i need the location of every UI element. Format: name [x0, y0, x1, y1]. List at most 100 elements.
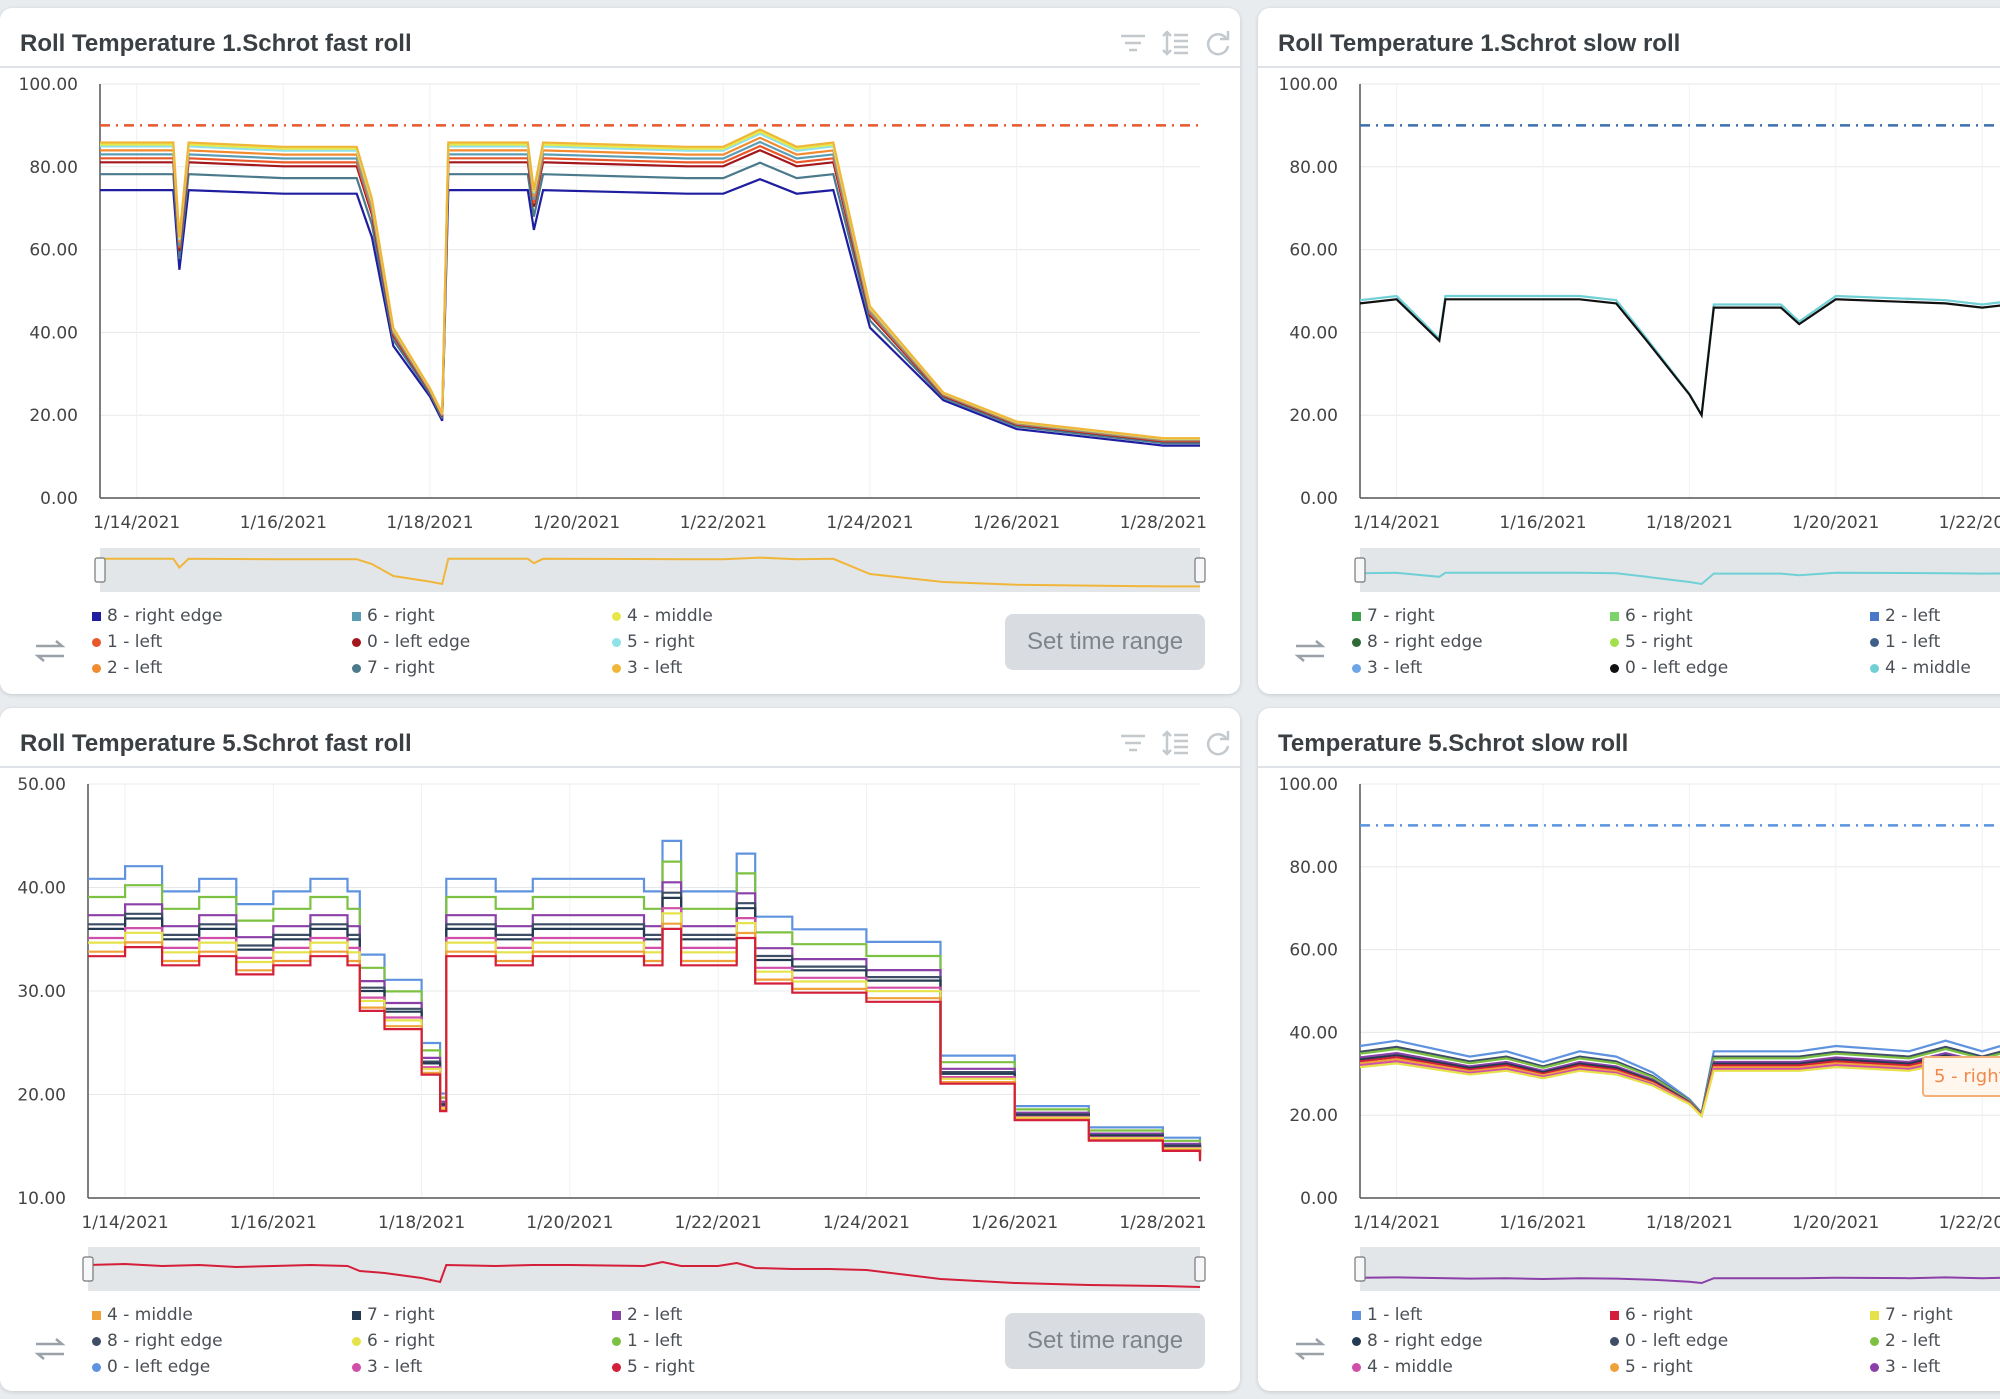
legend-item[interactable]: 2 - left	[92, 658, 162, 678]
legend-item[interactable]: 5 - right	[1610, 1357, 1693, 1377]
legend-item[interactable]: 6 - right	[1610, 606, 1693, 626]
legend-swatch	[1870, 663, 1879, 673]
legend-item[interactable]: 7 - right	[352, 1305, 435, 1325]
legend-item[interactable]: 8 - right edge	[92, 1331, 223, 1351]
sort-icon[interactable]	[1160, 728, 1190, 758]
series-line[interactable]	[88, 839, 1202, 1149]
legend-item[interactable]: 3 - left	[1352, 658, 1422, 678]
refresh-icon[interactable]	[1202, 28, 1232, 58]
panel-title: Roll Temperature 1.Schrot slow roll	[1278, 30, 1681, 57]
legend-item[interactable]: 7 - right	[1352, 606, 1435, 626]
navigator[interactable]	[1360, 1247, 2000, 1291]
line-chart[interactable]: 0.00 20.00 40.00 60.00 80.00 100.00 1/14/2021 1…	[1258, 708, 2000, 1391]
legend-item[interactable]: 7 - right	[352, 658, 435, 678]
legend-swatch	[92, 1362, 101, 1372]
series-line[interactable]	[100, 144, 1200, 442]
legend-item[interactable]: 8 - right edge	[92, 606, 223, 626]
sort-icon[interactable]	[1160, 28, 1190, 58]
legend-item[interactable]: 3 - left	[1870, 1357, 1940, 1377]
y-tick-label: 60.00	[29, 241, 78, 261]
navigator[interactable]	[1360, 548, 2000, 592]
legend-item[interactable]: 0 - left edge	[1610, 1331, 1728, 1351]
series-line[interactable]	[1359, 1039, 2000, 1116]
series-line[interactable]	[100, 161, 1200, 445]
navigator-left-handle[interactable]	[1354, 1256, 1366, 1282]
series-line[interactable]	[1359, 294, 2000, 419]
legend-swatch	[612, 1310, 621, 1320]
set-time-range-button[interactable]: Set time range	[1005, 614, 1205, 670]
filter-icon[interactable]	[1118, 28, 1148, 58]
y-tick-label: 0.00	[1300, 489, 1338, 509]
line-chart[interactable]: 10.00 20.00 30.00 40.00 50.00 1/14/2021 1/16/2…	[0, 708, 1240, 1391]
series-line[interactable]	[100, 128, 1200, 440]
legend-item[interactable]: 5 - right	[612, 1357, 695, 1377]
legend-swatch	[352, 663, 361, 673]
legend-swatch	[612, 637, 621, 647]
legend-item[interactable]: 7 - right	[1870, 1305, 1953, 1325]
legend-item[interactable]: 6 - right	[352, 1331, 435, 1351]
legend-item[interactable]: 1 - left	[612, 1331, 682, 1351]
legend-swatch	[1352, 611, 1361, 621]
series-line[interactable]	[100, 132, 1200, 440]
x-tick-label: 1/18/2021	[378, 1213, 465, 1233]
legend-item[interactable]: 5 - right	[1610, 632, 1693, 652]
title-divider	[0, 66, 1240, 68]
set-time-range-button[interactable]: Set time range	[1005, 1313, 1205, 1369]
legend-swatch	[1352, 1336, 1361, 1346]
series-line[interactable]	[100, 140, 1200, 442]
line-chart[interactable]: 0.00 20.00 40.00 60.00 80.00 100.00 1/14/2021 1…	[0, 8, 1240, 694]
series-line[interactable]	[88, 860, 1202, 1152]
legend-item[interactable]: 8 - right edge	[1352, 1331, 1483, 1351]
legend-item[interactable]: 3 - left	[612, 658, 682, 678]
x-tick-label: 1/22/2021	[680, 513, 767, 533]
y-tick-label: 10.00	[17, 1189, 66, 1209]
x-tick-label: 1/22/2021	[1939, 513, 2000, 533]
legend-item[interactable]: 3 - left	[352, 1357, 422, 1377]
legend-item[interactable]: 2 - left	[1870, 1331, 1940, 1351]
filter-icon[interactable]	[1118, 728, 1148, 758]
navigator-right-handle[interactable]	[1194, 557, 1206, 583]
legend-item[interactable]: 8 - right edge	[1352, 632, 1483, 652]
navigator-series	[100, 556, 1200, 588]
series-line[interactable]	[1359, 1062, 2000, 1119]
x-tick-label: 1/16/2021	[240, 513, 327, 533]
line-chart[interactable]: 0.00 20.00 40.00 60.00 80.00 100.00 1/14/2021 1…	[1258, 8, 2000, 694]
legend-item[interactable]: 1 - left	[1870, 632, 1940, 652]
legend-item[interactable]: 2 - left	[1870, 606, 1940, 626]
swap-icon[interactable]	[32, 1334, 68, 1364]
legend-item[interactable]: 1 - left	[1352, 1305, 1422, 1325]
legend-item[interactable]: 4 - middle	[612, 606, 713, 626]
legend-item[interactable]: 4 - middle	[92, 1305, 193, 1325]
legend-item[interactable]: 0 - left edge	[352, 632, 470, 652]
legend-item[interactable]: 6 - right	[352, 606, 435, 626]
y-tick-label: 40.00	[29, 323, 78, 343]
swap-icon[interactable]	[32, 636, 68, 666]
legend-item[interactable]: 6 - right	[1610, 1305, 1693, 1325]
navigator-left-handle[interactable]	[82, 1256, 94, 1282]
legend-item[interactable]: 5 - right	[612, 632, 695, 652]
swap-icon[interactable]	[1292, 636, 1328, 666]
series-line[interactable]	[100, 178, 1200, 447]
legend-item[interactable]: 1 - left	[92, 632, 162, 652]
navigator-left-handle[interactable]	[94, 557, 106, 583]
panel-toolbar	[1118, 28, 1232, 58]
legend-swatch	[1352, 663, 1361, 673]
series-line[interactable]	[1359, 1045, 2000, 1116]
legend-swatch	[1870, 1362, 1879, 1372]
x-tick-label: 1/18/2021	[1646, 1213, 1733, 1233]
x-tick-label: 1/20/2021	[1792, 1213, 1879, 1233]
refresh-icon[interactable]	[1202, 728, 1232, 758]
legend-item[interactable]: 0 - left edge	[1610, 658, 1728, 678]
legend-item[interactable]: 4 - middle	[1352, 1357, 1453, 1377]
navigator-left-handle[interactable]	[1354, 557, 1366, 583]
navigator-right-handle[interactable]	[1194, 1256, 1206, 1282]
legend-item[interactable]: 4 - middle	[1870, 658, 1971, 678]
title-divider	[1258, 66, 2000, 68]
legend-item[interactable]: 2 - left	[612, 1305, 682, 1325]
swap-icon[interactable]	[1292, 1334, 1328, 1364]
series-line[interactable]	[100, 136, 1200, 441]
series-line[interactable]	[1359, 298, 2000, 419]
x-tick-label: 1/16/2021	[230, 1213, 317, 1233]
legend-item[interactable]: 0 - left edge	[92, 1357, 210, 1377]
series-line[interactable]	[88, 927, 1202, 1162]
